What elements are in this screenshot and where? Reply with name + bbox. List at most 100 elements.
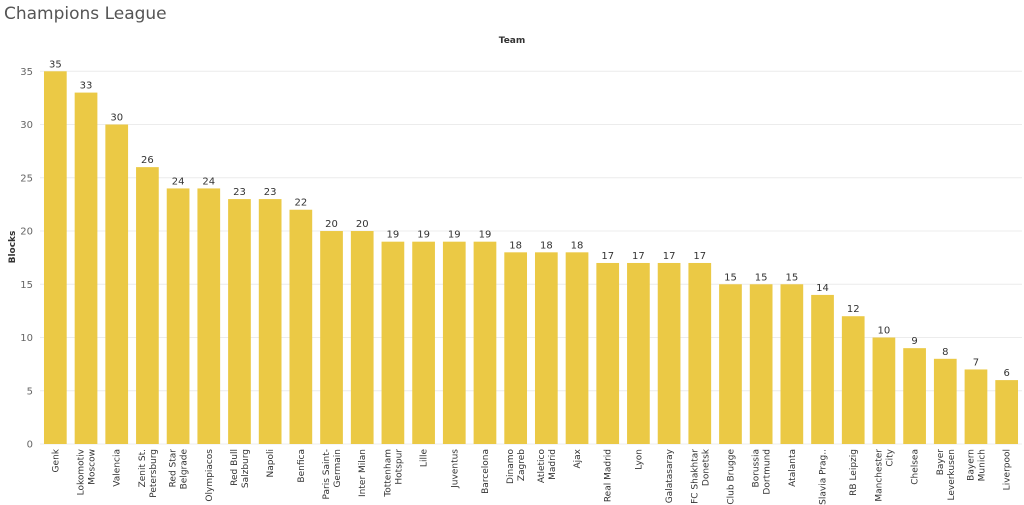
x-tick-label: Napoli xyxy=(266,449,276,477)
x-tick-label: Lille xyxy=(420,449,430,468)
bar-value-label: 15 xyxy=(785,272,798,283)
x-tick-label: Salzburg xyxy=(241,449,251,488)
bar-value-label: 19 xyxy=(479,230,492,241)
bar-value-label: 20 xyxy=(356,219,369,230)
bar xyxy=(381,241,405,444)
bar xyxy=(412,241,435,444)
x-tick-label: Benfica xyxy=(297,449,307,483)
bar xyxy=(749,284,773,444)
x-tick-label: Juventus xyxy=(450,449,460,489)
bar xyxy=(43,71,67,444)
bar xyxy=(442,241,466,444)
x-tick-label: Dortmund xyxy=(763,449,773,495)
bar xyxy=(320,231,343,444)
bar-value-label: 8 xyxy=(942,347,948,358)
bar-value-label: 23 xyxy=(264,187,277,198)
y-axis-title: Blocks xyxy=(8,231,18,264)
bar-value-label: 19 xyxy=(448,230,461,241)
x-tick-label: Atletico xyxy=(537,449,547,484)
x-tick-label: Zagreb xyxy=(517,449,527,481)
x-tick-label: Barcelona xyxy=(481,449,491,494)
bar xyxy=(350,231,374,444)
x-tick-label: Inter Milan xyxy=(358,449,368,497)
bar-value-label: 24 xyxy=(202,176,215,187)
x-tick-label: Dinamo xyxy=(506,449,516,484)
x-tick-label: Genk xyxy=(51,448,61,472)
x-tick-label: Zenit St. xyxy=(138,449,148,487)
bar xyxy=(872,337,896,444)
x-tick-label: Atalanta xyxy=(788,449,798,487)
bar xyxy=(565,252,589,444)
bar-value-label: 18 xyxy=(571,240,584,251)
bar-value-label: 30 xyxy=(110,113,123,124)
x-tick-label: Borussia xyxy=(752,449,762,487)
x-tick-label: Club Brugge xyxy=(726,449,736,505)
bar xyxy=(627,262,650,444)
bar-value-label: 12 xyxy=(847,304,860,315)
y-tick-label: 25 xyxy=(20,173,33,184)
bar-value-label: 23 xyxy=(233,187,246,198)
bar-value-label: 15 xyxy=(724,272,737,283)
bar-value-label: 14 xyxy=(816,283,829,294)
y-tick-label: 0 xyxy=(27,440,33,451)
y-tick-label: 20 xyxy=(20,227,33,238)
bar xyxy=(933,358,957,444)
x-axis-title: Team xyxy=(498,36,526,46)
bar-value-label: 26 xyxy=(141,155,154,166)
x-tick-label: Munich xyxy=(977,449,987,481)
bar-value-label: 17 xyxy=(601,251,614,262)
x-tick-label: Bayer xyxy=(936,449,946,476)
x-tick-label: Petersburg xyxy=(149,449,159,498)
x-tick-label: Leverkusen xyxy=(947,449,957,501)
bar-value-label: 20 xyxy=(325,219,338,230)
bar xyxy=(74,92,98,444)
bar xyxy=(719,284,742,444)
bar-value-label: 33 xyxy=(80,81,93,92)
x-tick-label: Donetsk xyxy=(701,448,711,486)
bar xyxy=(197,188,221,444)
bar xyxy=(166,188,190,444)
x-tick-label: Slavia Prag.. xyxy=(819,449,829,505)
chart-title: Champions League xyxy=(4,4,167,24)
x-tick-label: Red Bull xyxy=(230,449,240,486)
bar-value-label: 24 xyxy=(172,176,185,187)
x-tick-label: Chelsea xyxy=(911,449,921,485)
x-tick-label: Lokomotiv xyxy=(77,448,87,495)
bar xyxy=(473,241,497,444)
bar-value-label: 9 xyxy=(911,336,917,347)
bar-value-label: 17 xyxy=(693,251,706,262)
x-tick-label: Bayern xyxy=(966,449,976,481)
x-tick-label: City xyxy=(885,448,895,466)
bar xyxy=(136,167,159,444)
bar-value-label: 15 xyxy=(755,272,768,283)
y-tick-label: 30 xyxy=(20,120,33,131)
bar-value-label: 22 xyxy=(294,198,307,209)
bar xyxy=(534,252,558,444)
bar-value-label: 18 xyxy=(509,240,522,251)
y-tick-label: 10 xyxy=(20,333,33,344)
y-tick-label: 5 xyxy=(27,386,33,397)
x-tick-label: Moscow xyxy=(88,449,98,485)
bar xyxy=(657,262,681,444)
bar xyxy=(780,284,804,444)
x-tick-label: FC Shakhtar xyxy=(690,449,700,504)
bar xyxy=(841,316,865,444)
bar-value-label: 6 xyxy=(1003,368,1009,379)
x-tick-label: Tottenham xyxy=(383,449,393,498)
y-tick-label: 35 xyxy=(20,67,33,78)
x-tick-label: Manchester xyxy=(874,449,884,502)
bar xyxy=(995,380,1019,444)
x-tick-label: Liverpool xyxy=(1003,449,1013,490)
bar-value-label: 19 xyxy=(417,230,430,241)
x-tick-label: Valencia xyxy=(113,449,123,487)
x-tick-label: RB Leipzig xyxy=(849,449,859,496)
bar xyxy=(289,209,313,444)
y-tick-label: 15 xyxy=(20,280,33,291)
bar xyxy=(105,124,129,445)
bar xyxy=(228,199,251,444)
x-tick-label: Olympiacos xyxy=(205,449,215,502)
bar xyxy=(258,199,282,444)
x-tick-label: Hotspur xyxy=(394,449,404,485)
bar xyxy=(811,294,834,444)
